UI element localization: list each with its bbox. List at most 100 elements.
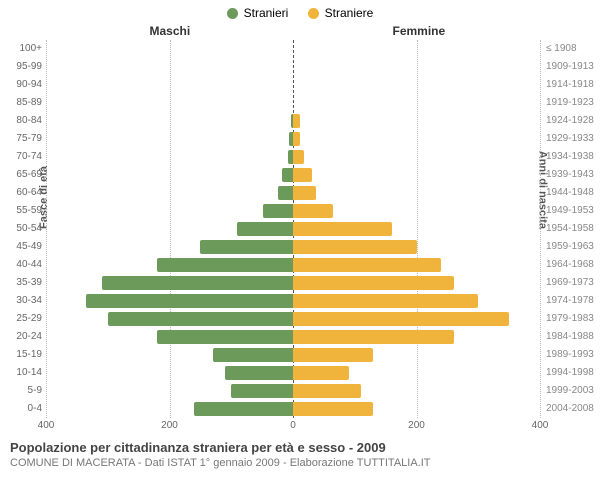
- population-pyramid-chart: Stranieri Straniere Maschi Femmine Fasce…: [0, 0, 600, 500]
- y-tick-year: 1934-1938: [542, 152, 600, 162]
- y-tick-year: 1989-1993: [542, 350, 600, 360]
- bar-row: [46, 383, 540, 399]
- bar-female: [293, 312, 509, 326]
- bar-row: [46, 131, 540, 147]
- bar-row: [46, 113, 540, 129]
- y-tick-year: 1909-1913: [542, 62, 600, 72]
- y-tick-year: 1954-1958: [542, 224, 600, 234]
- legend-label-male: Stranieri: [244, 6, 289, 20]
- y-tick-age: 10-14: [0, 368, 46, 378]
- y-tick-age: 95-99: [0, 62, 46, 72]
- y-tick-age: 90-94: [0, 80, 46, 90]
- bar-row: [46, 365, 540, 381]
- bar-female: [293, 366, 349, 380]
- bar-row: [46, 185, 540, 201]
- header-male: Maschi: [150, 24, 191, 38]
- y-tick-age: 35-39: [0, 278, 46, 288]
- bar-female: [293, 114, 300, 128]
- bar-female: [293, 240, 417, 254]
- bar-female: [293, 402, 373, 416]
- y-tick-age: 0-4: [0, 404, 46, 414]
- column-headers: Maschi Femmine: [0, 24, 600, 40]
- bar-male: [102, 276, 293, 290]
- bar-row: [46, 401, 540, 417]
- legend: Stranieri Straniere: [0, 0, 600, 24]
- x-tick: 200: [161, 420, 178, 431]
- bar-male: [86, 294, 293, 308]
- bar-female: [293, 150, 304, 164]
- gridline: [540, 40, 541, 418]
- y-tick-year: 1974-1978: [542, 296, 600, 306]
- chart-footer: Popolazione per cittadinanza straniera p…: [0, 434, 600, 469]
- bar-row: [46, 257, 540, 273]
- bar-male: [231, 384, 293, 398]
- header-female: Femmine: [393, 24, 446, 38]
- y-tick-year: 2004-2008: [542, 404, 600, 414]
- bar-row: [46, 293, 540, 309]
- legend-item-male: Stranieri: [227, 6, 289, 20]
- bar-female: [293, 222, 392, 236]
- y-tick-age: 65-69: [0, 170, 46, 180]
- x-tick: 0: [290, 420, 296, 431]
- bar-female: [293, 204, 333, 218]
- bar-male: [237, 222, 293, 236]
- bar-female: [293, 384, 361, 398]
- y-tick-year: 1964-1968: [542, 260, 600, 270]
- bar-row: [46, 221, 540, 237]
- bar-male: [157, 258, 293, 272]
- bars: [46, 40, 540, 418]
- legend-swatch-male: [227, 8, 238, 19]
- bar-row: [46, 77, 540, 93]
- bar-row: [46, 347, 540, 363]
- bar-row: [46, 311, 540, 327]
- bar-male: [278, 186, 293, 200]
- plot-area: Fasce di età Anni di nascita 100+95-9990…: [46, 40, 540, 418]
- y-tick-age: 60-64: [0, 188, 46, 198]
- legend-item-female: Straniere: [308, 6, 374, 20]
- x-tick: 400: [532, 420, 549, 431]
- bar-female: [293, 330, 454, 344]
- legend-label-female: Straniere: [325, 6, 374, 20]
- y-tick-age: 20-24: [0, 332, 46, 342]
- bar-male: [108, 312, 293, 326]
- y-tick-age: 85-89: [0, 98, 46, 108]
- y-tick-year: 1994-1998: [542, 368, 600, 378]
- y-tick-age: 100+: [0, 44, 46, 54]
- y-tick-year: 1999-2003: [542, 386, 600, 396]
- y-tick-year: 1924-1928: [542, 116, 600, 126]
- bar-row: [46, 329, 540, 345]
- bar-row: [46, 95, 540, 111]
- bar-female: [293, 168, 312, 182]
- y-axis-left: 100+95-9990-9485-8980-8475-7970-7465-696…: [0, 40, 46, 418]
- y-tick-year: 1914-1918: [542, 80, 600, 90]
- y-tick-age: 25-29: [0, 314, 46, 324]
- y-tick-year: 1949-1953: [542, 206, 600, 216]
- y-tick-year: 1979-1983: [542, 314, 600, 324]
- bar-female: [293, 132, 300, 146]
- footer-title: Popolazione per cittadinanza straniera p…: [10, 440, 590, 455]
- y-tick-age: 70-74: [0, 152, 46, 162]
- bar-row: [46, 59, 540, 75]
- bar-row: [46, 149, 540, 165]
- bar-row: [46, 203, 540, 219]
- y-tick-age: 5-9: [0, 386, 46, 396]
- y-tick-age: 40-44: [0, 260, 46, 270]
- bar-row: [46, 275, 540, 291]
- bar-male: [263, 204, 293, 218]
- legend-swatch-female: [308, 8, 319, 19]
- y-tick-year: 1969-1973: [542, 278, 600, 288]
- bar-row: [46, 167, 540, 183]
- y-axis-right: ≤ 19081909-19131914-19181919-19231924-19…: [542, 40, 600, 418]
- bar-female: [293, 348, 373, 362]
- y-tick-year: 1919-1923: [542, 98, 600, 108]
- y-tick-age: 15-19: [0, 350, 46, 360]
- bar-male: [200, 240, 293, 254]
- bar-female: [293, 258, 441, 272]
- x-axis: 4002000200400: [46, 420, 540, 434]
- y-tick-year: 1929-1933: [542, 134, 600, 144]
- bar-male: [225, 366, 293, 380]
- y-tick-age: 45-49: [0, 242, 46, 252]
- y-tick-year: 1939-1943: [542, 170, 600, 180]
- bar-female: [293, 294, 478, 308]
- y-tick-age: 55-59: [0, 206, 46, 216]
